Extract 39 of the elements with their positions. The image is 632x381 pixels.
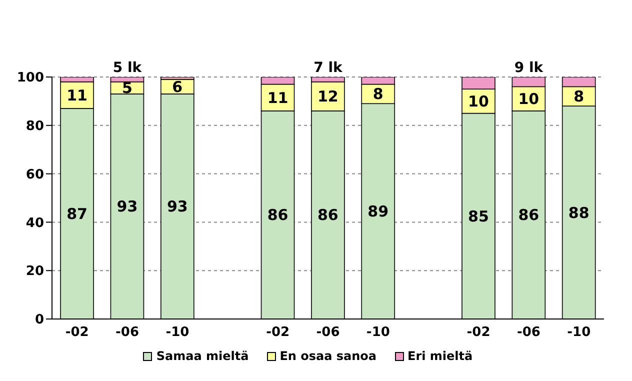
data-label: 93 — [116, 198, 138, 216]
y-tick-label: 100 — [16, 70, 44, 86]
x-tick-label: -06 — [516, 325, 540, 340]
data-label: 12 — [318, 88, 338, 106]
x-tick-label: -10 — [366, 325, 390, 340]
y-tick-label: 0 — [34, 312, 44, 328]
data-label: 11 — [66, 86, 88, 104]
data-label: 5 — [122, 79, 132, 98]
data-label: 86 — [518, 206, 540, 224]
data-label: 93 — [166, 198, 188, 216]
data-label: 89 — [368, 202, 389, 221]
legend-label: Samaa mieltä — [156, 349, 249, 363]
text: 5 lk — [112, 60, 142, 76]
x-tick-label: -02 — [65, 325, 89, 340]
y-tick-label: 80 — [26, 119, 44, 134]
data-label: 8 — [372, 85, 384, 104]
y-tick-label: 20 — [26, 264, 44, 280]
data-label: 85 — [468, 207, 489, 226]
data-label: 86 — [267, 206, 288, 224]
data-label: 10 — [518, 90, 540, 108]
data-label: 6 — [172, 78, 183, 96]
x-tick-label: -02 — [466, 325, 490, 340]
data-label: 8 — [574, 88, 584, 106]
x-tick-label: -10 — [567, 325, 591, 340]
x-tick-label: -10 — [166, 325, 190, 340]
x-tick-label: -02 — [266, 325, 290, 340]
legend-label: Eri mieltä — [408, 349, 473, 363]
x-tick-label: -06 — [116, 325, 140, 340]
data-label: 88 — [568, 204, 590, 222]
data-label: 11 — [267, 88, 288, 107]
y-tick-label: 40 — [26, 216, 44, 231]
legend-label: En osaa sanoa — [280, 349, 377, 363]
x-tick-label: -06 — [316, 325, 340, 340]
text: 9 lk — [514, 60, 544, 76]
data-label: 10 — [468, 92, 489, 110]
text: 7 lk — [314, 60, 344, 76]
data-label: 87 — [66, 204, 88, 223]
data-label: 86 — [318, 206, 338, 224]
y-tick-label: 60 — [26, 167, 44, 182]
